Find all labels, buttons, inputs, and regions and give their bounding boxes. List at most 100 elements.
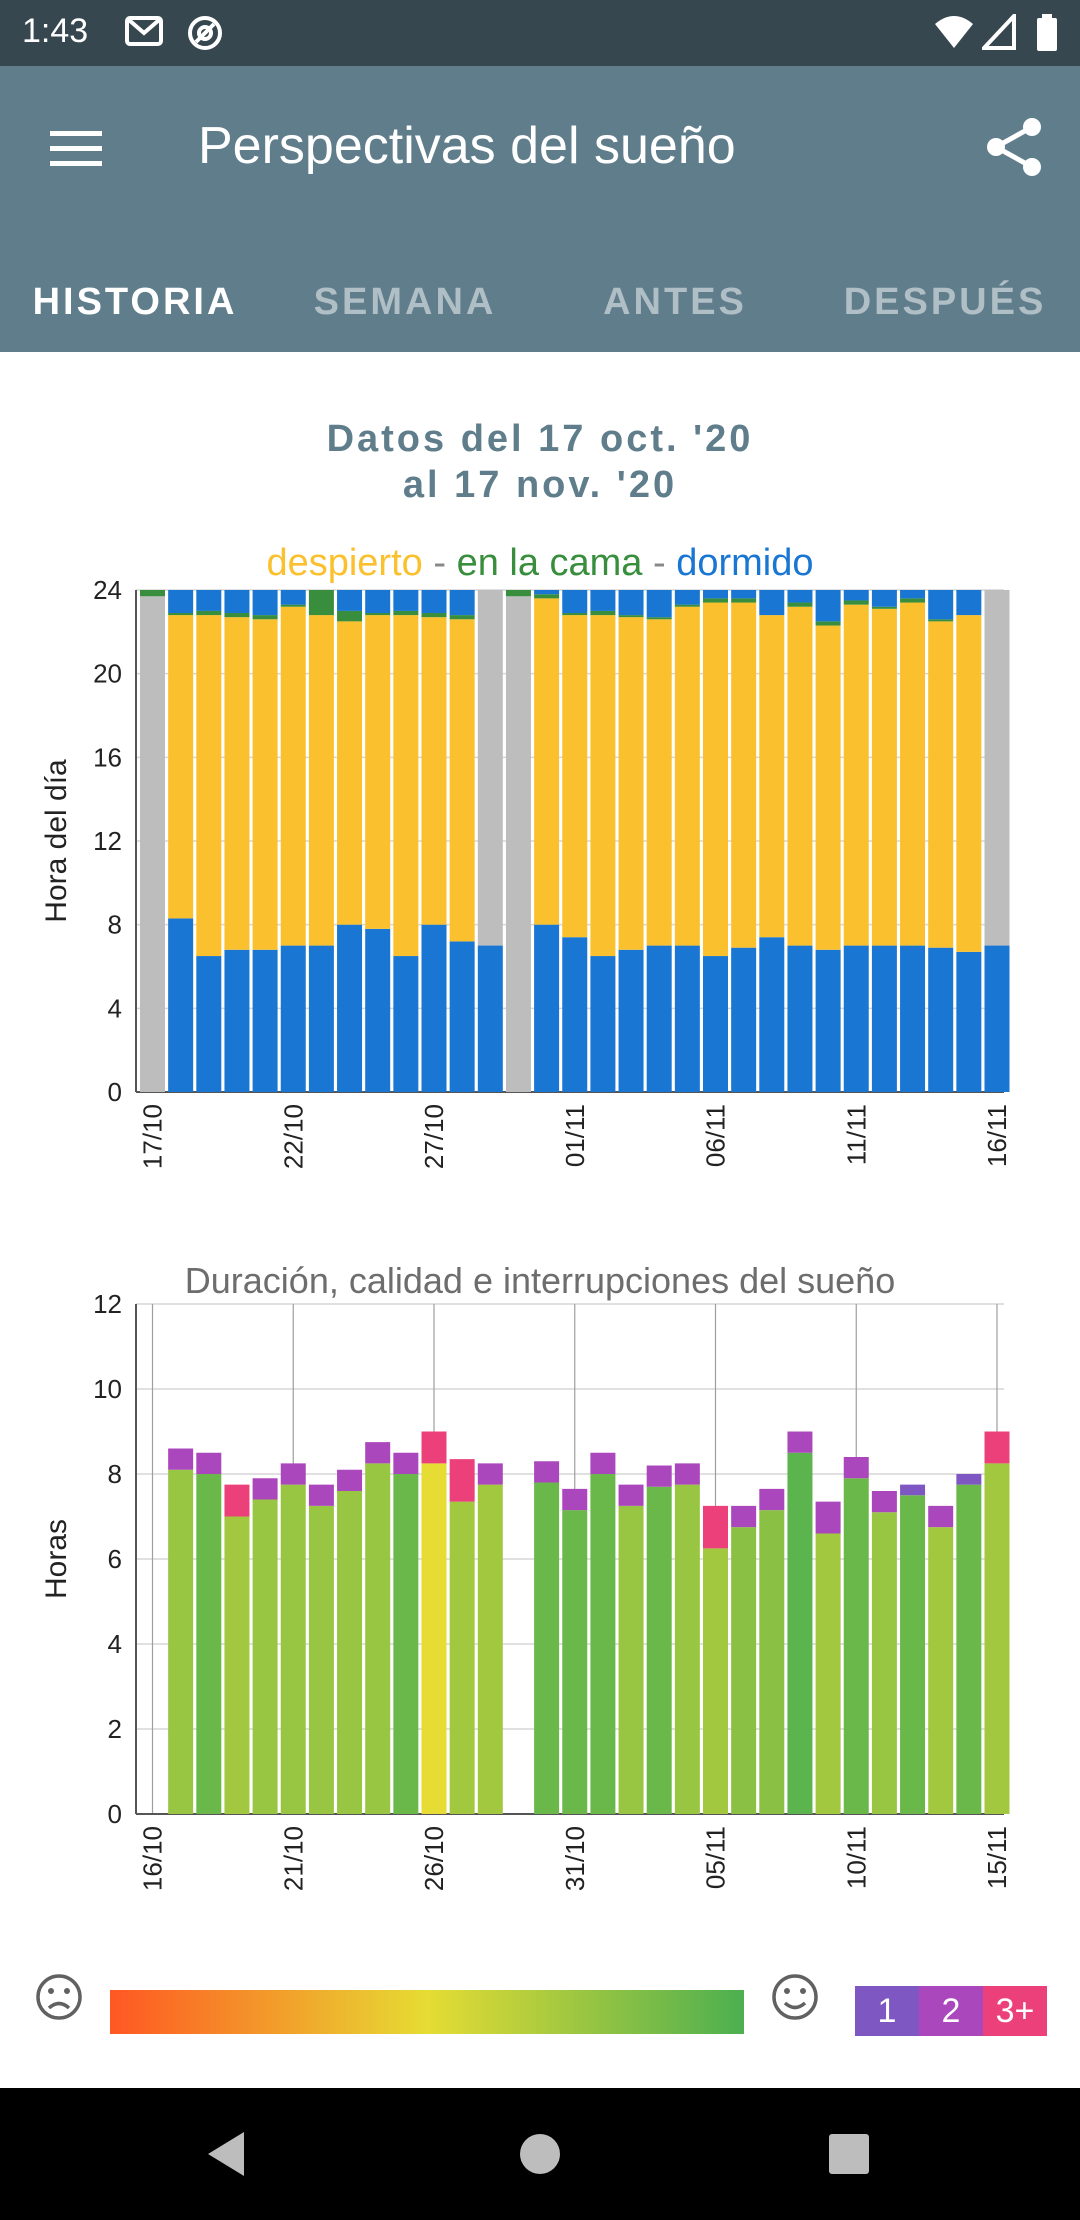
asleep-segment xyxy=(731,947,757,1092)
sleep-duration-bar xyxy=(871,1512,897,1814)
asleep-segment xyxy=(815,949,841,1092)
interruption-segment xyxy=(562,1488,588,1511)
sleep-duration-bar xyxy=(337,1491,363,1814)
status-time: 1:43 xyxy=(22,12,89,50)
interruption-segment xyxy=(308,1484,334,1506)
sleep-duration-bar xyxy=(900,1495,926,1814)
asleep-segment xyxy=(815,590,841,622)
asleep-segment xyxy=(984,945,1010,1092)
x-tick-label: 17/10 xyxy=(138,1104,168,1169)
sleep-duration-bar xyxy=(928,1527,954,1814)
asleep-segment xyxy=(421,924,447,1092)
chart2-title: Duración, calidad e interrupciones del s… xyxy=(184,1260,896,1301)
asleep-segment xyxy=(168,918,194,1092)
legend-asleep: dormido xyxy=(676,542,814,584)
tab-despues[interactable]: DESPUÉS xyxy=(843,281,1047,323)
y-tick-label: 20 xyxy=(93,659,122,689)
interruption-segment xyxy=(196,1452,222,1474)
in-bed-segment xyxy=(337,610,363,622)
quality-gradient xyxy=(110,1990,744,2034)
in-bed-segment xyxy=(787,602,813,607)
sleep-duration-bar xyxy=(252,1499,278,1814)
y-axis-label: Hora del día xyxy=(40,759,73,923)
awake-segment xyxy=(956,615,982,952)
sleep-duration-bar xyxy=(449,1501,475,1814)
sleep-history-chart: 0 4 8 12 16 20 24 17/10 22/10 27/10 01/11 06/11 11/1… xyxy=(40,575,1012,1169)
sleep-duration-bar xyxy=(562,1510,588,1814)
x-tick-label: 11/11 xyxy=(841,1104,871,1165)
in-bed-segment xyxy=(815,621,841,626)
sad-face-icon xyxy=(36,1974,82,2020)
sleep-duration-bar xyxy=(703,1548,728,1814)
asleep-segment xyxy=(590,590,616,611)
in-bed-segment xyxy=(843,600,869,605)
y-tick-label: 12 xyxy=(93,826,122,856)
sleep-duration-bar xyxy=(731,1527,757,1814)
sleep-duration-bar xyxy=(168,1469,194,1814)
asleep-segment xyxy=(928,590,954,620)
interruption-segment xyxy=(984,1431,1010,1464)
x-tick-label: 26/10 xyxy=(419,1826,449,1891)
interruption-segment xyxy=(703,1505,728,1549)
date-range-line1: Datos del 17 oct. '20 xyxy=(326,418,754,460)
chart-legend: despierto - en la cama - dormido xyxy=(0,542,1080,585)
x-tick-label: 15/11 xyxy=(982,1826,1012,1889)
interruption-segment xyxy=(534,1461,560,1483)
x-tick-label: 21/10 xyxy=(278,1826,308,1891)
y-tick-label: 6 xyxy=(108,1544,122,1574)
share-icon[interactable] xyxy=(982,114,1048,180)
status-bar: 1:43 xyxy=(0,0,1080,66)
y-tick-label: 12 xyxy=(93,1294,122,1319)
asleep-segment xyxy=(421,590,447,614)
tab-semana[interactable]: SEMANA xyxy=(313,281,497,323)
legend-sep: - xyxy=(422,542,457,584)
no-data-bar xyxy=(984,590,1010,946)
awake-segment xyxy=(928,621,954,948)
y-tick-label: 8 xyxy=(108,910,122,940)
awake-segment xyxy=(815,625,841,950)
happy-face-icon xyxy=(772,1974,818,2020)
tab-antes[interactable]: ANTES xyxy=(603,281,747,323)
interruption-segment xyxy=(224,1484,250,1517)
awake-segment xyxy=(393,615,419,957)
sleep-duration-bar xyxy=(759,1510,785,1814)
legend-in-bed: en la cama xyxy=(456,542,643,584)
asleep-segment xyxy=(196,590,222,611)
asleep-segment xyxy=(534,924,560,1092)
interruption-segment xyxy=(449,1459,475,1502)
interruptions-legend-3plus: 3+ xyxy=(983,1986,1047,2036)
awake-segment xyxy=(618,617,644,950)
sleep-duration-bar xyxy=(196,1474,222,1814)
no-data-bar xyxy=(477,590,503,946)
date-range-line2: al 17 nov. '20 xyxy=(402,464,678,506)
asleep-segment xyxy=(449,590,475,616)
asleep-segment xyxy=(871,945,897,1092)
home-icon[interactable] xyxy=(518,2132,562,2176)
asleep-segment xyxy=(900,590,926,599)
interruption-segment xyxy=(337,1469,363,1491)
interruption-segment xyxy=(731,1505,757,1528)
x-tick-label: 27/10 xyxy=(419,1104,449,1169)
interruption-segment xyxy=(956,1474,982,1485)
asleep-segment xyxy=(534,590,560,595)
in-bed-segment xyxy=(646,617,672,620)
legend-sep: - xyxy=(642,542,677,584)
sleep-duration-bar xyxy=(534,1482,560,1814)
tab-historia[interactable]: HISTORIA xyxy=(32,281,238,323)
asleep-segment xyxy=(871,590,897,607)
recents-icon[interactable] xyxy=(828,2133,870,2175)
in-bed-segment xyxy=(618,615,644,618)
app-bar: Perspectivas del sueño HISTORIA SEMANA A… xyxy=(0,66,1080,352)
sleep-duration-bar xyxy=(280,1484,306,1814)
menu-icon[interactable] xyxy=(48,121,104,177)
back-icon[interactable] xyxy=(204,2130,248,2178)
y-tick-label: 10 xyxy=(93,1374,122,1404)
y-tick-label: 0 xyxy=(108,1077,122,1107)
asleep-segment xyxy=(393,956,419,1092)
in-bed-segment xyxy=(505,590,531,597)
in-bed-segment xyxy=(449,615,475,620)
asleep-segment xyxy=(196,956,222,1092)
y-tick-label: 8 xyxy=(108,1459,122,1489)
sleep-duration-bar xyxy=(477,1484,503,1814)
asleep-segment xyxy=(787,590,813,603)
